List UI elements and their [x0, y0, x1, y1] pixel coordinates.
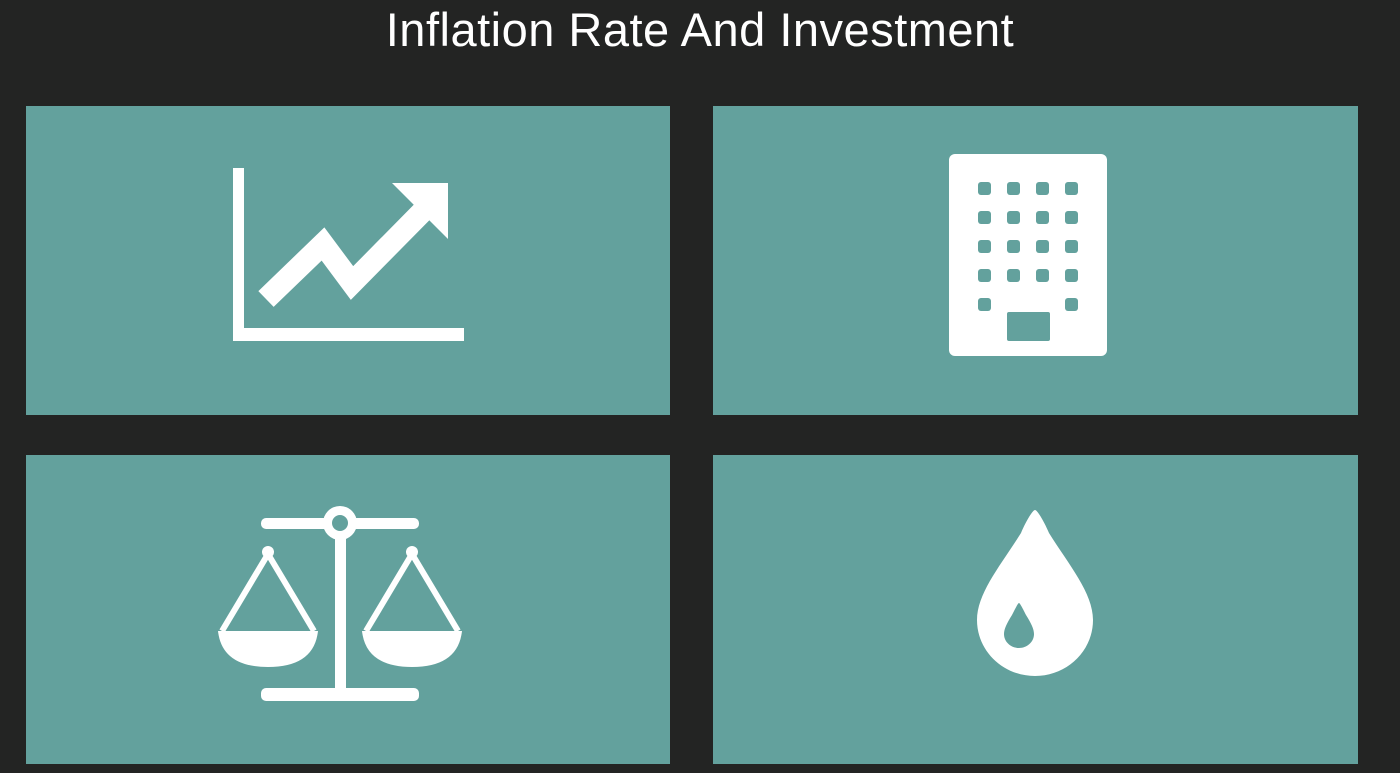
- slide-title: Inflation Rate And Investment: [385, 3, 1015, 56]
- office-building-icon: [949, 154, 1107, 356]
- tile-growth-chart[interactable]: [26, 106, 670, 415]
- oil-drop-icon: [977, 510, 1093, 676]
- tile-office-building[interactable]: [713, 106, 1358, 415]
- tile-oil-drop[interactable]: [713, 455, 1358, 764]
- balance-scale-icon: [218, 506, 462, 701]
- tile-balance-scale[interactable]: [26, 455, 670, 764]
- growth-chart-icon: [233, 168, 464, 341]
